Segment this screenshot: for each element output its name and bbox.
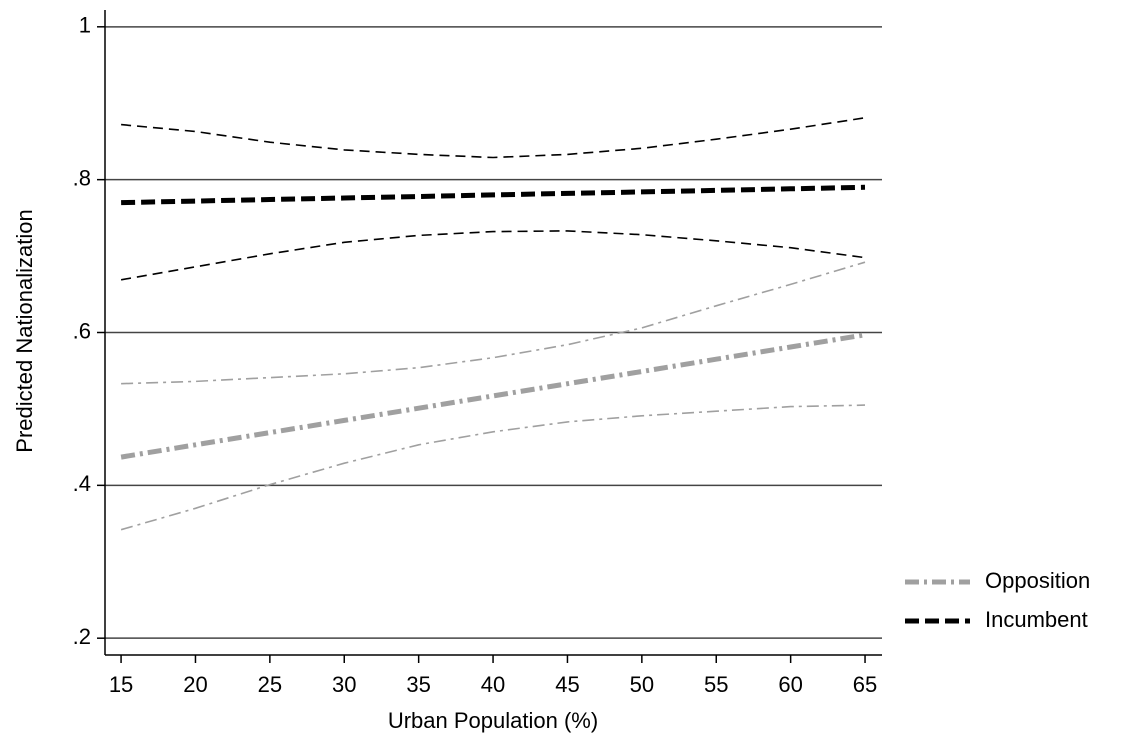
- y-axis-title: Predicted Nationalization: [12, 209, 37, 452]
- confidence-line: [121, 117, 866, 159]
- line: [120, 332, 866, 460]
- x-tick-label: 35: [406, 672, 430, 697]
- x-tick-label: 25: [258, 672, 282, 697]
- confidence-line: [121, 261, 866, 385]
- x-axis-title: Urban Population (%): [388, 708, 598, 733]
- x-tick-label: 20: [183, 672, 207, 697]
- x-tick-label: 40: [481, 672, 505, 697]
- x-tick-label: 50: [630, 672, 654, 697]
- y-tick-label: .8: [73, 165, 91, 190]
- line: [121, 184, 866, 206]
- x-tick-label: 60: [778, 672, 802, 697]
- y-tick-label: .4: [73, 471, 91, 496]
- y-tick-label: 1: [79, 13, 91, 38]
- x-tick-label: 15: [109, 672, 133, 697]
- x-tick-label: 30: [332, 672, 356, 697]
- confidence-line: [120, 230, 866, 281]
- y-tick-label: .2: [73, 624, 91, 649]
- confidence-line: [120, 404, 866, 531]
- x-tick-label: 55: [704, 672, 728, 697]
- x-tick-label: 65: [853, 672, 877, 697]
- x-tick-label: 45: [555, 672, 579, 697]
- y-tick-label: .6: [73, 318, 91, 343]
- legend-label: Opposition: [985, 568, 1090, 593]
- legend-label: Incumbent: [985, 607, 1088, 632]
